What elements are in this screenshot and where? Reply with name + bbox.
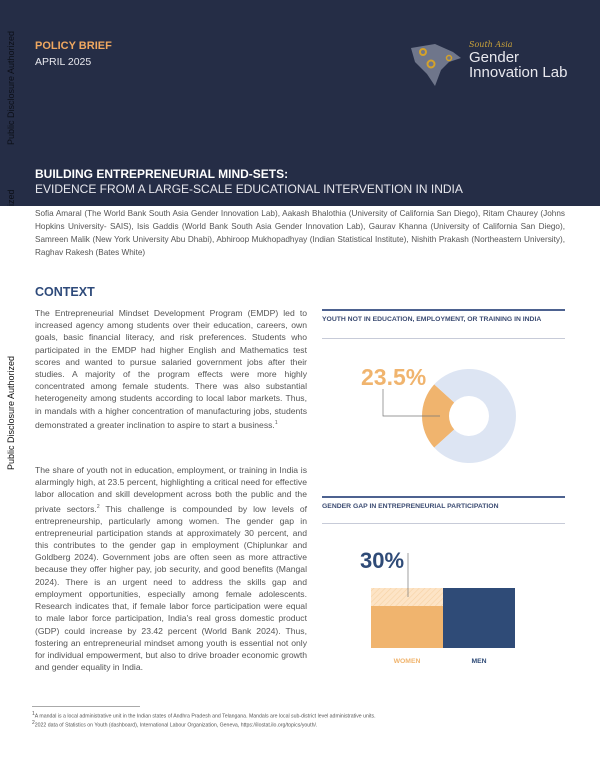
- footnote-ref: 2: [96, 503, 100, 510]
- bar-women: [371, 606, 443, 648]
- bar-men: [443, 588, 515, 648]
- footnote-text: 2022 data of Statistics on Youth (dashbo…: [34, 722, 318, 729]
- footnote: 22022 data of Statistics on Youth (dashb…: [32, 720, 317, 729]
- chart-title: YOUTH NOT IN EDUCATION, EMPLOYMENT, OR T…: [322, 316, 542, 323]
- logo-line: Gender: [469, 49, 520, 66]
- authors: Sofia Amaral (The World Bank South Asia …: [35, 209, 565, 257]
- paragraph-text: The Entrepreneurial Mindset Development …: [35, 308, 307, 430]
- logo-subtitle: South Asia: [469, 40, 513, 49]
- page-subtitle: EVIDENCE FROM A LARGE-SCALE EDUCATIONAL …: [35, 182, 463, 196]
- donut-slice: [434, 369, 516, 463]
- bar-label: WOMEN: [394, 658, 421, 665]
- bar-label: MEN: [471, 658, 486, 665]
- brief-date: APRIL 2025: [35, 56, 92, 68]
- header-banner: [0, 0, 600, 206]
- donut-data-label: 23.5%: [361, 364, 426, 390]
- footnote-divider: [32, 706, 140, 707]
- chart-title: GENDER GAP IN ENTREPRENEURIAL PARTICIPAT…: [322, 503, 499, 510]
- paragraph-text: This challenge is compounded by low leve…: [35, 503, 307, 673]
- bar-data-label: 30%: [360, 548, 404, 573]
- south-asia-map-gears-icon: [411, 44, 461, 86]
- gender-innovation-lab-logo: South Asia Gender Innovation Lab: [405, 40, 585, 95]
- paragraph: The Entrepreneurial Mindset Development …: [35, 307, 307, 431]
- brief-label: POLICY BRIEF: [35, 40, 112, 52]
- gap-segment: [371, 588, 443, 606]
- logo-line: Innovation Lab: [469, 64, 568, 81]
- chart-title-gender-gap: GENDER GAP IN ENTREPRENEURIAL PARTICIPAT…: [322, 496, 565, 524]
- paragraph: The share of youth not in education, emp…: [35, 464, 307, 673]
- footnote-ref: 1: [274, 419, 278, 426]
- page-title: BUILDING ENTREPRENEURIAL MIND-SETS:: [35, 167, 289, 181]
- section-heading: CONTEXT: [35, 285, 95, 299]
- leader-line: [382, 389, 440, 417]
- footnote: 1A mandal is a local administrative unit…: [32, 711, 376, 720]
- footnote-number: 2: [32, 720, 35, 726]
- footnote-number: 1: [32, 711, 35, 717]
- chart-title-youth-neet: YOUTH NOT IN EDUCATION, EMPLOYMENT, OR T…: [322, 309, 565, 339]
- footnote-text: A mandal is a local administrative unit …: [34, 713, 376, 720]
- paragraph-text: The share of youth not in education, emp…: [35, 465, 307, 514]
